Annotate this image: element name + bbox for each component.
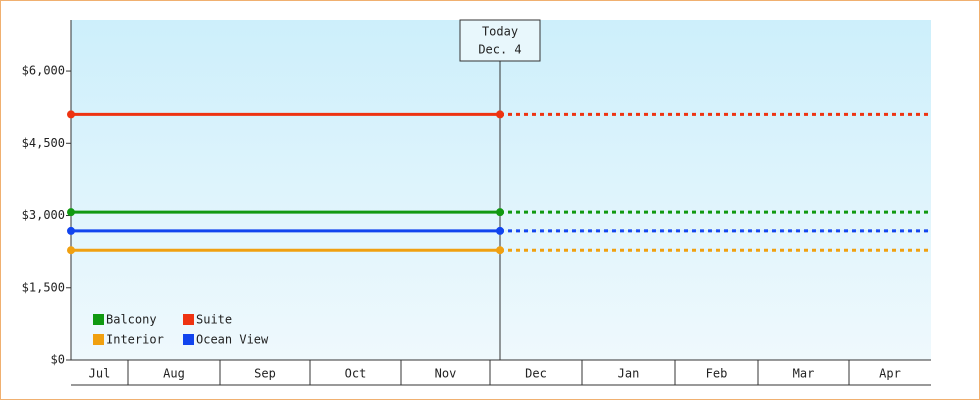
point bbox=[67, 226, 75, 235]
legend-label: Suite bbox=[196, 313, 232, 327]
x-tick-label: Oct bbox=[345, 367, 367, 381]
y-tick-label: $0 bbox=[51, 353, 65, 367]
legend-swatch bbox=[93, 334, 104, 345]
legend-label: Ocean View bbox=[196, 333, 269, 347]
point bbox=[67, 208, 75, 217]
x-tick-label: Nov bbox=[435, 367, 457, 381]
plot-area bbox=[71, 20, 931, 360]
today-date: Dec. 4 bbox=[478, 43, 521, 57]
point bbox=[496, 110, 504, 119]
legend-swatch bbox=[93, 314, 104, 325]
y-tick-label: $1,500 bbox=[22, 280, 65, 294]
legend-label: Interior bbox=[106, 333, 164, 347]
legend-label: Balcony bbox=[106, 313, 157, 327]
legend-swatch bbox=[183, 314, 194, 325]
today-label: Today bbox=[482, 25, 518, 39]
legend-swatch bbox=[183, 334, 194, 345]
x-tick-label: Dec bbox=[525, 367, 547, 381]
point bbox=[496, 246, 504, 255]
point bbox=[67, 110, 75, 119]
x-tick-label: Mar bbox=[793, 367, 815, 381]
y-tick-label: $3,000 bbox=[22, 208, 65, 222]
x-tick-label: Aug bbox=[163, 367, 185, 381]
y-tick-label: $4,500 bbox=[22, 136, 65, 150]
point bbox=[496, 226, 504, 235]
x-tick-label: Jul bbox=[89, 367, 111, 381]
x-tick-label: Feb bbox=[706, 367, 728, 381]
x-tick-label: Apr bbox=[879, 367, 901, 381]
y-tick-label: $6,000 bbox=[22, 64, 65, 78]
x-tick-label: Jan bbox=[618, 367, 640, 381]
point bbox=[67, 246, 75, 255]
today-box bbox=[459, 19, 541, 62]
point bbox=[496, 208, 504, 217]
x-tick-label: Sep bbox=[254, 367, 276, 381]
